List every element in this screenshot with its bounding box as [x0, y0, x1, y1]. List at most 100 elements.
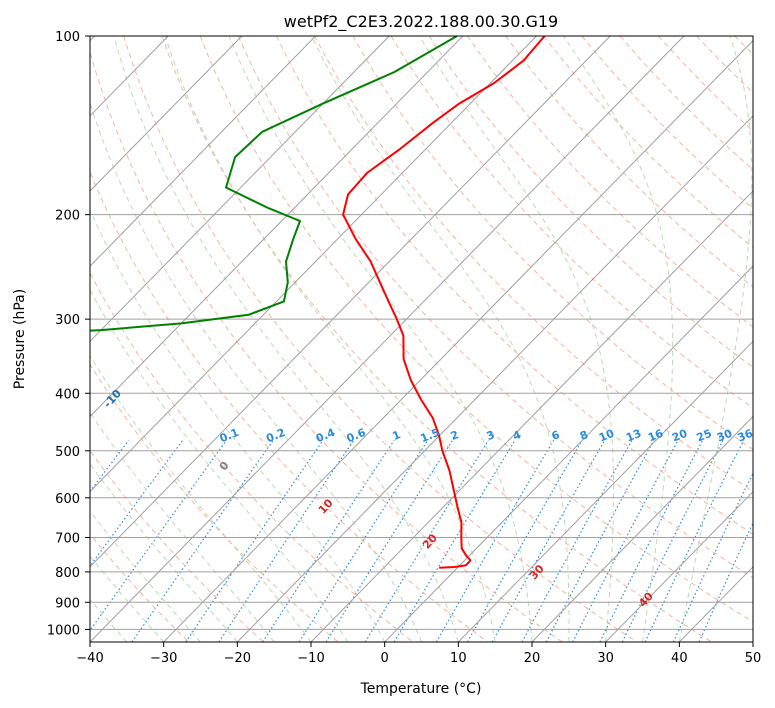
dry-adiabats — [90, 36, 753, 642]
dry-adiabat-line — [619, 36, 753, 171]
x-tick-label: 0 — [381, 651, 389, 666]
isobar-grid — [90, 36, 753, 630]
moist-adiabats — [90, 36, 753, 642]
isotherm-line — [457, 340, 753, 642]
mixing-ratio-line — [491, 439, 606, 642]
y-tick-label: 800 — [55, 566, 80, 581]
isotherm-line — [531, 415, 753, 642]
mixing-ratio-line — [521, 440, 633, 642]
x-tick-label: 10 — [450, 651, 467, 666]
mixing-ratio-label: 3 — [485, 428, 497, 443]
dry-adiabat-line — [467, 36, 753, 328]
isotherm-line — [90, 36, 243, 192]
dry-adiabat-line — [428, 36, 753, 368]
mixing-ratio-line — [218, 439, 355, 642]
moist-adiabat-line — [90, 555, 165, 642]
moist-adiabat-line — [90, 510, 201, 642]
mixing-ratio-label: 36 — [736, 427, 755, 445]
dry-adiabat-line — [90, 533, 190, 642]
dewpoint-profile-line — [90, 36, 458, 332]
dry-adiabat-line — [390, 36, 753, 409]
mixing-ratio-label: 20 — [670, 427, 689, 445]
dry-adiabat-line — [276, 36, 753, 535]
mixing-ratio-line — [435, 439, 555, 642]
dry-adiabat-line — [90, 271, 414, 642]
mixing-ratio-line — [131, 439, 274, 642]
isotherm-line — [605, 490, 753, 642]
mixing-ratio-label: 2 — [449, 428, 461, 443]
isotherm-line — [90, 36, 685, 642]
isotherm-grid — [90, 36, 753, 642]
profile-series — [90, 36, 546, 569]
y-tick-label: 500 — [55, 445, 80, 460]
moist-adiabat-line — [164, 36, 496, 642]
dry-adiabat-line — [352, 36, 753, 451]
moist-adiabat-line — [419, 36, 615, 642]
y-axis-label: Pressure (hPa) — [12, 289, 28, 389]
moist-adiabat-line — [90, 462, 238, 642]
mixing-ratio-line — [644, 440, 745, 642]
isotherm-line — [163, 39, 753, 642]
x-tick-label: 40 — [671, 651, 688, 666]
x-axis-label: Temperature (°C) — [360, 681, 482, 697]
isotherm-line — [90, 36, 611, 568]
moist-adiabat-line — [90, 101, 422, 642]
isotherm-line — [90, 36, 464, 418]
x-tick-label: −40 — [76, 651, 103, 666]
dry-adiabat-line — [314, 36, 753, 493]
chart-title: wetPf2_C2E3.2022.188.00.30.G19 — [284, 12, 558, 32]
moist-adiabat-line — [90, 411, 275, 642]
dry-adiabat-line — [161, 36, 712, 642]
y-tick-label: 300 — [55, 313, 80, 328]
mixing-ratio-label: 30 — [715, 427, 734, 445]
y-tick-label: 100 — [55, 30, 80, 45]
plot-frame — [89, 35, 754, 643]
y-tick-label: 200 — [55, 209, 80, 224]
dry-adiabat-line — [90, 363, 339, 642]
mixing-ratio-line — [698, 521, 753, 642]
dry-adiabat-line — [90, 50, 563, 642]
mixing-ratio-line — [262, 439, 395, 642]
y-tick-label: 400 — [55, 387, 80, 402]
isotherm-line — [310, 190, 753, 642]
moist-adiabat-line — [113, 36, 459, 642]
x-tick-label: 30 — [597, 651, 614, 666]
x-tick-label: −30 — [150, 651, 177, 666]
dry-adiabat-line — [581, 36, 753, 210]
mixing-ratio-label: 25 — [695, 427, 714, 445]
mixing-ratio-line — [90, 439, 228, 632]
mixing-ratio-label: 8 — [578, 428, 590, 443]
mixing-ratio-label: 1 — [391, 428, 403, 443]
mixing-ratio-label: 16 — [646, 427, 665, 445]
y-axis-ticks: 100 200 300 400 500 600 700 800 900 1000 — [47, 30, 90, 638]
dry-adiabat-line — [237, 36, 753, 579]
y-tick-label: 1000 — [47, 623, 80, 638]
mixing-ratio-labels: 0.1 0.2 0.4 0.6 1 1.5 2 3 4 6 8 10 13 16 20 25 30 36 — [218, 426, 755, 445]
moist-adiabat-line — [90, 208, 386, 642]
y-tick-label: 900 — [55, 596, 80, 611]
mixing-ratio-line — [364, 439, 490, 642]
mixing-ratio-line — [298, 439, 429, 642]
plot-area: -100-90-80-70-60-50-40-30-20-10010203040… — [90, 36, 755, 642]
isotherm-line — [236, 115, 753, 642]
moist-adiabat-line — [562, 36, 674, 642]
dry-adiabat-line — [505, 36, 753, 288]
isotherm-line — [90, 36, 537, 493]
mixing-ratio-line — [90, 439, 184, 568]
mixing-ratio-lines — [90, 439, 753, 642]
x-tick-label: 50 — [745, 651, 762, 666]
x-tick-label: −20 — [224, 651, 251, 666]
isotherm-line — [90, 36, 316, 267]
mixing-ratio-line — [621, 440, 724, 642]
dry-adiabat-line — [90, 170, 488, 642]
mixing-ratio-label: 13 — [624, 427, 643, 445]
moist-adiabat-line — [310, 36, 570, 642]
temperature-profile-line — [342, 36, 546, 569]
mixing-ratio-label: 10 — [597, 427, 616, 445]
mixing-ratio-line — [185, 439, 324, 642]
y-tick-label: 700 — [55, 532, 80, 547]
mixing-ratio-line — [466, 439, 583, 642]
isotherm-line — [90, 36, 390, 343]
moist-adiabat-line — [90, 354, 312, 642]
